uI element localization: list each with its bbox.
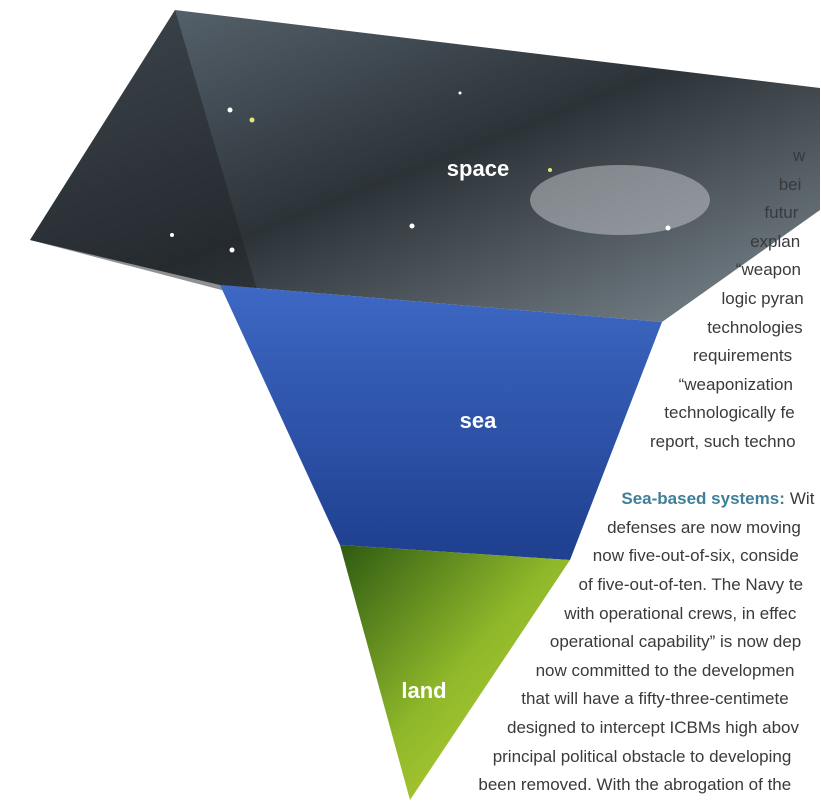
text-line: technologies bbox=[707, 318, 802, 338]
line-text: that will have a fifty-three-centimete bbox=[521, 689, 789, 709]
line-text: now five-out-of-six, conside bbox=[592, 546, 799, 566]
text-line: designed to intercept ICBMs high abov bbox=[507, 718, 799, 738]
line-text: requirements bbox=[692, 346, 793, 366]
cloud bbox=[530, 165, 710, 235]
text-line: principal political obstacle to developi… bbox=[493, 747, 792, 767]
text-line: “weapon bbox=[736, 260, 801, 280]
text-line: bei bbox=[779, 175, 802, 195]
text-line: logic pyran bbox=[722, 289, 804, 309]
line-text: now committed to the developmen bbox=[535, 660, 795, 680]
text-line: “weaponization bbox=[679, 375, 793, 395]
text-line: with operational crews, in effec bbox=[564, 604, 796, 624]
text-line: operational capability” is now dep bbox=[550, 632, 801, 652]
line-text: explan bbox=[750, 231, 801, 251]
line-text: Wit bbox=[789, 489, 815, 509]
line-text: of five-out-of-ten. The Navy te bbox=[578, 575, 804, 594]
line-text: principal political obstacle to developi… bbox=[492, 746, 792, 766]
text-line: now five-out-of-six, conside bbox=[593, 546, 799, 566]
land-layer bbox=[340, 545, 570, 800]
line-text: w bbox=[793, 146, 806, 165]
stars bbox=[170, 91, 671, 253]
text-line: explan bbox=[750, 232, 800, 252]
line-text: bei bbox=[778, 174, 802, 194]
line-text: logic pyran bbox=[721, 289, 804, 308]
text-line: defenses are now moving bbox=[607, 518, 801, 538]
sea-label: sea bbox=[460, 408, 497, 433]
text-line: w bbox=[793, 146, 805, 166]
text-line: of five-out-of-ten. The Navy te bbox=[579, 575, 804, 595]
space-facet bbox=[30, 10, 260, 300]
line-text: technologies bbox=[707, 317, 803, 337]
line-text: technologically fe bbox=[664, 403, 795, 423]
land-label: land bbox=[401, 678, 446, 703]
sea-layer bbox=[220, 285, 662, 560]
paragraph-heading: Sea-based systems: bbox=[621, 489, 785, 509]
text-line: now committed to the developmen bbox=[536, 661, 795, 681]
text-line: report, such techno bbox=[650, 432, 796, 452]
line-text: with operational crews, in effec bbox=[564, 603, 797, 623]
line-text: designed to intercept ICBMs high abov bbox=[507, 718, 800, 737]
text-line: Sea-based systems: Wit bbox=[621, 489, 814, 509]
text-line: technologically fe bbox=[664, 403, 794, 423]
text-line: futur bbox=[764, 203, 798, 223]
line-text: operational capability” is now dep bbox=[549, 632, 802, 652]
text-line: requirements bbox=[693, 346, 792, 366]
text-line: been removed. With the abrogation of the bbox=[478, 775, 791, 795]
line-text: defenses are now moving bbox=[607, 517, 801, 537]
space-label: space bbox=[447, 156, 509, 181]
line-text: been removed. With the abrogation of the bbox=[478, 775, 792, 795]
line-text: “weapon bbox=[735, 260, 802, 280]
line-text: report, such techno bbox=[650, 432, 796, 451]
line-text: “weaponization bbox=[678, 374, 793, 394]
line-text: futur bbox=[764, 203, 799, 223]
text-line: that will have a fifty-three-centimete bbox=[521, 689, 788, 709]
